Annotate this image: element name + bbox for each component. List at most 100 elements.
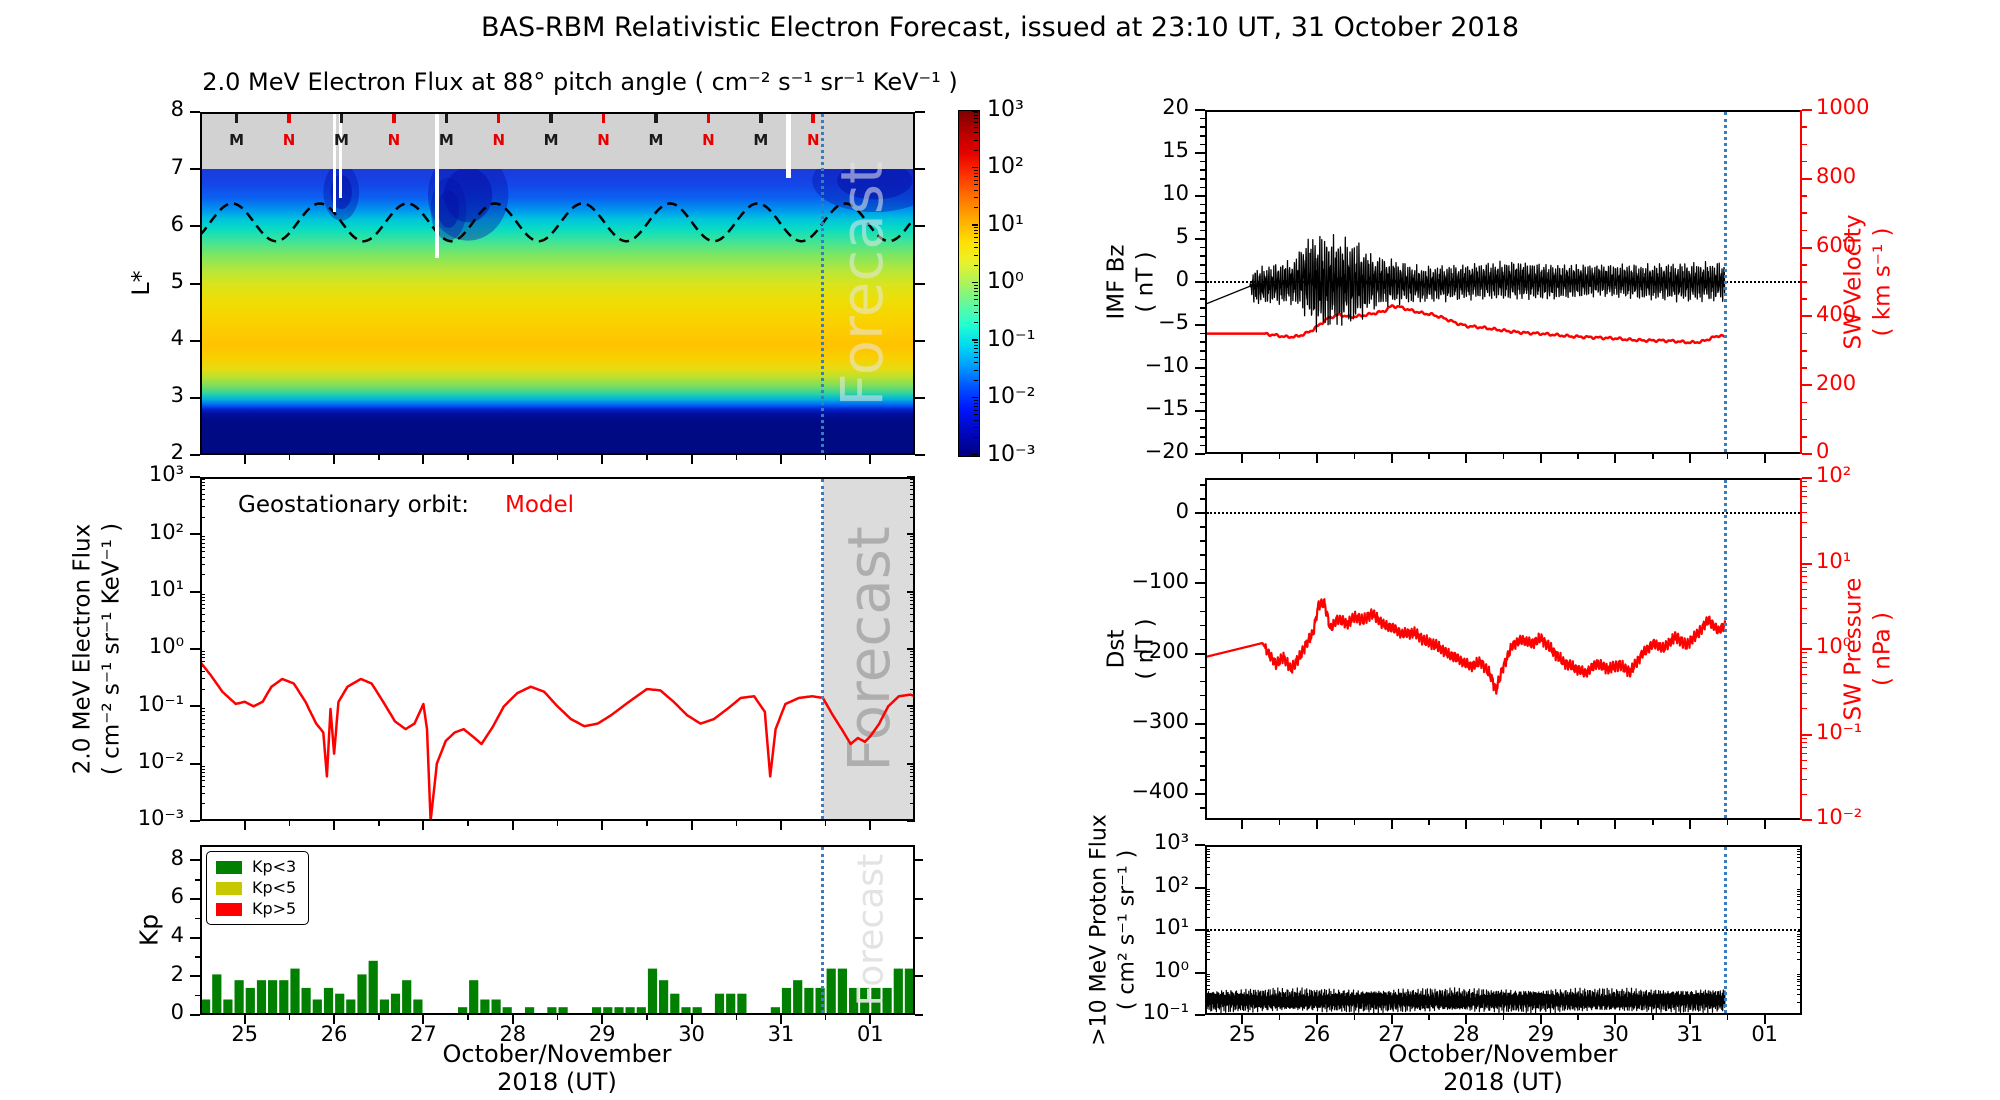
x-minor-tick [1652,454,1654,459]
pressure-y-minor [1802,571,1807,573]
velocity-y-minor [1802,126,1807,128]
colorbar-minor-tick [974,227,978,229]
x-major-tick [422,1015,425,1024]
proton-y-tick [1195,1014,1205,1016]
spectrogram-y-tick [190,454,200,456]
bz-y-tick-label: 20 [1162,95,1189,120]
proton-y-minor [1205,946,1210,948]
xaxis-label-right: October/November 2018 (UT) [1203,1040,1803,1096]
pressure-y-minor [1802,747,1807,749]
flux-y-minor [200,793,205,795]
bz-y-tick [1195,410,1205,412]
spectrogram-y-tick-label: 6 [170,211,184,236]
colorbar-minor-tick [974,348,978,350]
colorbar-minor-tick [974,322,978,324]
proton-y-minor [1205,853,1210,855]
x-major-tick [1390,820,1393,829]
sector-tick-m [549,112,553,123]
colorbar-minor-tick [974,427,978,429]
colorbar-minor-tick [974,414,978,416]
x-minor-tick [288,821,291,826]
bz-y-tick [1195,324,1205,326]
proton-y-minor [1205,903,1210,905]
bz-y-minor [1200,212,1205,214]
spectrogram-y-tick [190,282,200,285]
x-minor-tick [1502,1015,1505,1020]
x-major-tick [1539,1015,1542,1024]
colorbar-minor-tick [974,122,978,124]
proton-y-minor-right [1797,936,1802,938]
flux-y-minor-right [910,482,915,484]
pressure-spine [1800,478,1802,820]
bz-y-minor [1200,418,1205,421]
velocity-y-minor [1802,332,1807,335]
colorbar-minor-tick [974,264,978,266]
x-major-tick [1763,1015,1766,1024]
xaxis-label-right-line1: October/November [1388,1040,1618,1068]
x-tick-label: 01 [856,1022,884,1047]
flux-y-minor-right [910,661,915,663]
bz-velocity-series [1205,233,1726,345]
x-major-tick [1689,1015,1692,1024]
x-major-tick [333,821,336,830]
flux-y-minor-right [910,735,915,737]
flux-y-minor [200,621,205,623]
flux-y-minor-right [910,714,915,716]
kp-bars [201,960,914,1013]
x-minor-tick [556,1015,559,1020]
x-minor-tick [467,821,469,826]
colorbar-minor-tick [974,237,978,239]
x-minor-tick [824,1015,827,1020]
flux-y-minor [200,563,205,565]
bz-y-minor [1200,255,1205,257]
dst-y-minor [1200,708,1205,711]
bz-y-minor [1200,436,1205,438]
flux-y-minor-right [910,665,915,667]
kp-y-tick-right [915,859,923,862]
pressure-y-minor [1802,778,1807,780]
proton-y-minor-right [1797,893,1802,895]
flux-y-minor-right [910,539,915,541]
spectrogram-y-tick [190,396,200,399]
dst-y-tick-label: −400 [1131,779,1189,804]
x-major-tick [1390,454,1393,463]
dst-y-minor [1200,751,1205,753]
bz-y-minor [1200,427,1205,429]
colorbar-minor-tick [974,254,978,256]
data-gap [434,112,439,258]
sector-label-m: M [229,131,245,149]
data-gap [785,112,791,178]
x-tick-label: 25 [231,1022,259,1047]
x-major-tick [779,455,782,464]
geo-legend-prefix: Geostationary orbit: [238,492,469,518]
bz-y-minor [1200,117,1205,120]
flux-y-minor-right [910,608,915,610]
flux-y-minor-right [910,573,915,575]
flux-y-minor-right [910,803,915,805]
flux-y-minor [200,768,205,770]
flux-y-minor [200,482,205,484]
flux-y-minor [200,775,205,777]
x-major-tick [333,455,336,464]
pressure-y-minor [1802,581,1807,583]
proton-y-minor-right [1797,978,1802,980]
bz-y-tick-label: 10 [1162,181,1189,206]
colorbar-minor-tick [974,437,978,439]
x-major-tick [1763,820,1766,829]
x-minor-tick [1428,1015,1430,1020]
flux-y-minor [200,728,205,730]
flux-y-minor-right [910,493,915,495]
sector-label-n: N [282,131,296,149]
flux-y-minor-right [910,600,915,602]
satellite-sector-band [200,112,915,170]
proton-y-minor [1205,936,1210,938]
flux-y-tick-label: 10³ [148,462,184,487]
velocity-y-minor [1802,229,1807,232]
proton-y-minor-right [1797,973,1802,975]
proton-y-minor-right [1797,874,1802,876]
x-minor-tick [288,1015,291,1020]
flux-y-minor-right [910,479,915,481]
pressure-y-minor [1802,597,1807,599]
spectrogram-y-tick [190,339,200,342]
velocity-y-tick-label: 400 [1816,301,1857,326]
